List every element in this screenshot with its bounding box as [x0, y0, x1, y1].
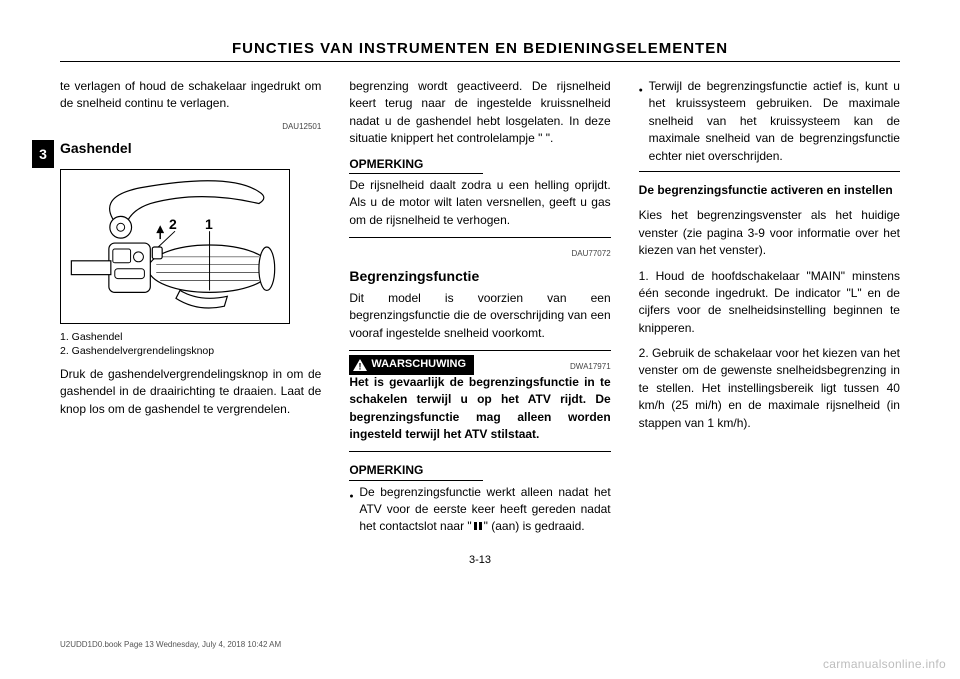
- bullet-dot-icon: [349, 484, 359, 536]
- header-rule: [60, 61, 900, 62]
- note2-bullet-1: De begrenzingsfunctie werkt alleen nadat…: [349, 484, 610, 536]
- section-tab: 3: [32, 140, 54, 168]
- c1-para-lock: Druk de gashendelvergrendelingsknop in o…: [60, 366, 321, 418]
- section-code: DAU12501: [60, 121, 321, 133]
- c2-para-cruise-return-text: begrenzing wordt geactiveerd. De rijsnel…: [349, 79, 610, 145]
- note-body: De rijsnelheid daalt zodra u een helling…: [349, 177, 610, 229]
- throttle-lever-illustration: [61, 170, 289, 323]
- watermark: carmanualsonline.info: [823, 657, 946, 671]
- c3-bullet-1-text: Terwijl de begrenzingsfunctie actief is,…: [649, 78, 900, 165]
- warning-triangle-icon: !: [353, 359, 367, 371]
- note-label-2: OPMERKING: [349, 462, 483, 480]
- book-metadata-line: U2UDD1D0.book Page 13 Wednesday, July 4,…: [60, 640, 281, 649]
- c3-step-2: 2. Gebruik de schakelaar voor het kiezen…: [639, 345, 900, 432]
- note-end-rule: [349, 237, 610, 238]
- note-block-1: OPMERKING De rijsnelheid daalt zodra u e…: [349, 156, 610, 239]
- figure-caption-2: 2. Gashendelvergrendelingsknop: [60, 344, 321, 358]
- warning-label: ! WAARSCHUWING: [349, 355, 474, 375]
- bullet-dot-icon: [639, 78, 649, 165]
- column-1: te verlagen of houd de schakelaar ingedr…: [60, 78, 321, 540]
- content-columns: te verlagen of houd de schakelaar ingedr…: [60, 78, 900, 540]
- column-2: begrenzing wordt geactiveerd. De rijsnel…: [349, 78, 610, 540]
- c3-bullet-1: Terwijl de begrenzingsfunctie actief is,…: [639, 78, 900, 165]
- column-3: Terwijl de begrenzingsfunctie actief is,…: [639, 78, 900, 540]
- figure-caption-1: 1. Gashendel: [60, 330, 321, 344]
- page-number: 3-13: [60, 554, 900, 566]
- page-title: FUNCTIES VAN INSTRUMENTEN EN BEDIENINGSE…: [60, 40, 900, 57]
- c2-para-limiter: Dit model is voorzien van een begrenzing…: [349, 290, 610, 342]
- svg-text:!: !: [359, 362, 362, 372]
- warning-top-rule: [349, 350, 610, 351]
- throttle-lever-figure: 1 2: [60, 169, 290, 324]
- key-on-icon: [472, 521, 484, 531]
- c1-para-lower-speed: te verlagen of houd de schakelaar ingedr…: [60, 78, 321, 113]
- section-heading-gashendel: Gashendel: [60, 138, 321, 158]
- note2-bullet-1-text: De begrenzingsfunctie werkt alleen nadat…: [359, 484, 610, 536]
- warning-body: Het is gevaarlijk de begrenzingsfunctie …: [349, 374, 610, 444]
- c3-step-1: 1. Houd de hoofdschakelaar "MAIN" minste…: [639, 268, 900, 338]
- warning-end-rule: [349, 451, 610, 452]
- section-code: DAU77072: [349, 248, 610, 260]
- manual-page: FUNCTIES VAN INSTRUMENTEN EN BEDIENINGSE…: [0, 0, 960, 679]
- warning-label-text: WAARSCHUWING: [371, 357, 466, 373]
- note-label: OPMERKING: [349, 156, 483, 174]
- note2-b1-c: " (aan) is gedraaid.: [484, 519, 585, 533]
- c2-para-cruise-return: begrenzing wordt geactiveerd. De rijsnel…: [349, 78, 610, 148]
- c3-para-choose-window: Kies het begrenzingsvenster als het huid…: [639, 207, 900, 259]
- figure-callout-1: 1: [205, 214, 213, 234]
- section-heading-limiter: Begrenzingsfunctie: [349, 266, 610, 286]
- c3-subheading-activate: De begrenzingsfunctie activeren en inste…: [639, 182, 900, 199]
- note-end-rule: [639, 171, 900, 172]
- figure-callout-2: 2: [169, 214, 177, 234]
